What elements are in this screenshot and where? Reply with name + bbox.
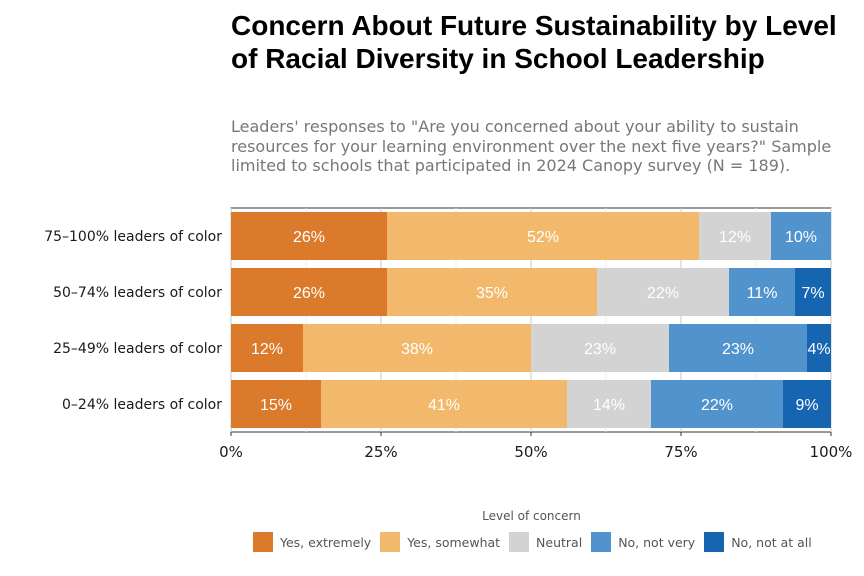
data-label: 14%: [593, 397, 625, 414]
bar-segment: [387, 212, 699, 260]
bar-segment: [231, 324, 303, 372]
data-label: 7%: [801, 285, 824, 302]
data-label: 11%: [747, 285, 778, 302]
legend-items: Yes, extremely Yes, somewhat Neutral No, no…: [253, 532, 821, 552]
chart-subtitle: Leaders' responses to "Are you concerned…: [231, 117, 832, 175]
x-tick-label: 25%: [364, 443, 397, 461]
legend-swatch: [591, 532, 612, 552]
x-tick-label: 0%: [219, 443, 243, 461]
legend-swatch: [253, 532, 273, 552]
legend-swatch: [380, 532, 401, 552]
x-tick-label: 100%: [810, 443, 853, 461]
bar-segment: [651, 380, 783, 428]
bar-segment: [699, 212, 771, 260]
data-label: 41%: [428, 397, 460, 414]
x-tick-label: 75%: [664, 443, 697, 461]
data-label: 26%: [293, 285, 325, 302]
legend-label: Yes, extremely: [280, 534, 372, 550]
data-label: 52%: [527, 229, 559, 246]
stacked-bar-chart: 26% 52% 12% 10% 75–100% leaders of color 26% 3…: [44, 207, 853, 461]
bar-segment: [387, 268, 597, 316]
bar-segment: [567, 380, 651, 428]
data-label: 23%: [584, 341, 616, 358]
y-tick-label: 25–49% leaders of color: [53, 341, 222, 357]
legend-item: No, not very: [591, 532, 695, 552]
bar-segment: [783, 380, 831, 428]
bar-segment: [231, 268, 387, 316]
bar-segment: [303, 324, 531, 372]
data-label: 23%: [722, 341, 754, 358]
data-label: 38%: [401, 341, 433, 358]
y-tick-label: 50–74% leaders of color: [53, 285, 222, 301]
data-label: 12%: [251, 341, 283, 358]
bar-segment: [531, 324, 669, 372]
legend-item: No, not at all: [704, 532, 812, 552]
chart-title: Concern About Future Sustainability by L…: [231, 10, 837, 74]
y-tick-label: 0–24% leaders of color: [62, 397, 222, 413]
bar-segment: [729, 268, 795, 316]
legend-label: No, not very: [618, 534, 696, 550]
y-tick-label: 75–100% leaders of color: [44, 229, 222, 245]
bar-segment: [669, 324, 807, 372]
legend-item: Yes, somewhat: [380, 532, 500, 552]
data-label: 12%: [719, 229, 751, 246]
legend-swatch: [509, 532, 530, 552]
x-tick-label: 50%: [514, 443, 547, 461]
legend-label: No, not at all: [731, 534, 812, 550]
bar-segment: [231, 212, 387, 260]
data-label: 35%: [476, 285, 508, 302]
legend-item: Yes, extremely: [253, 532, 371, 552]
data-label: 10%: [785, 229, 817, 246]
bar-segment: [321, 380, 567, 428]
data-label: 26%: [293, 229, 325, 246]
legend-label: Yes, somewhat: [407, 534, 501, 550]
bar-segment: [795, 268, 831, 316]
legend-swatch: [704, 532, 725, 552]
data-label: 15%: [260, 397, 292, 414]
bar-segment: [807, 324, 831, 372]
legend-title: Level of concern: [482, 509, 581, 523]
data-label: 4%: [807, 341, 830, 358]
bar-segment: [771, 212, 831, 260]
legend-item: Neutral: [509, 532, 582, 552]
data-label: 22%: [701, 397, 733, 414]
data-label: 9%: [795, 397, 818, 414]
legend-label: Neutral: [536, 534, 583, 550]
bar-segment: [231, 380, 321, 428]
data-label: 22%: [647, 285, 679, 302]
bar-segment: [597, 268, 729, 316]
